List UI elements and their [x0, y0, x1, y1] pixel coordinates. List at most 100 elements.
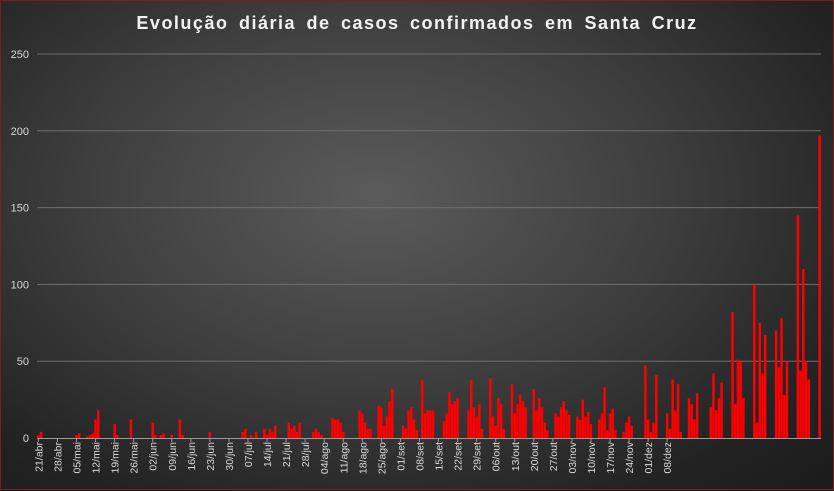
bar: [671, 379, 674, 438]
bar: [625, 422, 628, 438]
x-tick-label: 16/jun: [186, 442, 198, 471]
bar: [94, 419, 97, 438]
bar: [491, 416, 495, 438]
bar: [774, 330, 778, 438]
x-tick-label: 13/out: [510, 442, 522, 471]
bar: [154, 434, 157, 438]
x-tick-label: 12/mai: [91, 442, 103, 474]
y-tick-label: 150: [11, 203, 29, 215]
bar: [412, 419, 416, 438]
bar: [382, 425, 386, 438]
bar: [478, 404, 481, 438]
bar: [676, 384, 680, 438]
bar: [644, 365, 647, 438]
x-tick-label: 10/nov: [586, 441, 598, 473]
bar: [254, 431, 258, 438]
bar: [731, 312, 734, 438]
x-tick-label: 07/jul: [243, 442, 255, 467]
bar: [679, 431, 683, 438]
bar: [524, 407, 527, 438]
bar: [445, 413, 448, 438]
bar: [562, 401, 565, 438]
x-tick-label: 21/abr: [33, 442, 45, 472]
x-tick-label: 01/set: [395, 442, 407, 471]
bar: [456, 398, 459, 438]
bar: [151, 422, 154, 438]
bar: [513, 413, 516, 438]
x-tick-label: 19/mai: [110, 442, 122, 474]
bar: [611, 408, 614, 438]
bar: [652, 422, 655, 438]
bar: [567, 414, 571, 438]
bar: [97, 410, 100, 438]
bar: [37, 434, 40, 438]
x-tick-label: 04/ago: [319, 442, 331, 474]
bar: [540, 407, 544, 438]
bar: [807, 379, 810, 438]
bar: [331, 418, 334, 438]
x-tick-label: 06/out: [491, 442, 503, 471]
bar: [717, 398, 721, 438]
bar: [339, 422, 342, 438]
bar: [208, 431, 212, 438]
bar: [758, 322, 761, 438]
bar: [265, 434, 269, 438]
y-tick-label: 50: [17, 356, 29, 368]
bar: [818, 135, 821, 438]
bar: [91, 433, 95, 438]
bar: [86, 436, 89, 438]
bar: [665, 413, 669, 438]
y-tick-label: 250: [11, 49, 29, 61]
bar: [576, 416, 579, 438]
bar: [796, 215, 800, 438]
bar: [295, 431, 299, 438]
bar: [584, 416, 587, 438]
x-tick-label: 28/abr: [52, 442, 64, 472]
x-tick-label: 28/jul: [300, 442, 312, 467]
y-tick-label: 100: [11, 279, 29, 291]
bar: [538, 398, 541, 438]
bar: [39, 431, 43, 438]
bar: [674, 410, 677, 438]
bar: [627, 416, 631, 438]
bar: [410, 407, 413, 438]
bar: [600, 413, 604, 438]
bar: [687, 398, 691, 438]
bar: [559, 407, 563, 438]
bar: [780, 318, 783, 438]
bar: [712, 373, 715, 438]
bar: [450, 404, 454, 438]
bar: [404, 428, 408, 438]
bar: [734, 404, 737, 438]
bar: [608, 413, 612, 438]
bar: [407, 410, 410, 438]
bar: [159, 434, 163, 438]
bar: [720, 382, 723, 438]
bar: [489, 378, 492, 438]
bar: [630, 425, 634, 438]
bar: [116, 434, 119, 438]
bar: [241, 431, 244, 438]
bar: [587, 411, 590, 438]
bar: [380, 407, 383, 438]
bar: [388, 401, 391, 438]
x-tick-label: 24/nov: [624, 441, 636, 473]
bar: [785, 361, 789, 438]
y-tick-label: 0: [23, 433, 29, 445]
bar: [336, 419, 340, 438]
bar: [401, 425, 405, 438]
bar: [129, 419, 133, 438]
bar: [431, 410, 435, 438]
bar: [181, 434, 184, 438]
x-tick-label: 15/set: [434, 442, 446, 471]
bar: [333, 419, 337, 438]
bar: [695, 393, 699, 438]
bar: [170, 434, 173, 438]
bar: [709, 407, 712, 438]
bar: [426, 410, 429, 438]
gridlines: [37, 53, 821, 362]
bar: [429, 410, 432, 438]
bar: [499, 404, 503, 438]
bar: [162, 433, 165, 438]
